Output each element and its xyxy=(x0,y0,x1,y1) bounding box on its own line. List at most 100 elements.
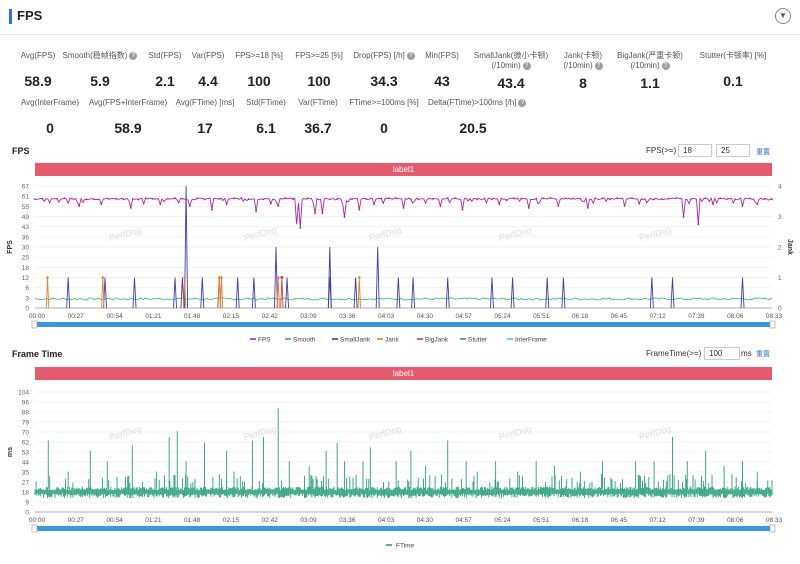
stat-item: BigJank(严重卡顿) (/10min)? 1.1 xyxy=(605,51,695,91)
stat-value: 43.4 xyxy=(497,75,525,91)
legend-label: FPS xyxy=(258,337,271,344)
small-jank-spike xyxy=(200,277,205,309)
y-tick-label: 62 xyxy=(22,440,30,447)
y-tick-label: 0 xyxy=(25,510,29,517)
small-jank-spike xyxy=(285,277,290,309)
fps-scrollbar-handle-left xyxy=(31,320,38,329)
stat-label-text: Stutter(卡顿率) [%] xyxy=(699,51,767,60)
jank-point xyxy=(46,276,49,279)
small-jank-spike xyxy=(396,277,401,309)
stat-value: 4.4 xyxy=(198,73,218,89)
stat-label: Drop(FPS) [/h]? xyxy=(339,51,429,61)
legend-label: BigJank xyxy=(425,337,449,344)
frametime-scrollbar-handle-right xyxy=(769,524,776,533)
help-icon[interactable]: ? xyxy=(522,61,531,70)
small-jank-spike xyxy=(132,277,137,309)
stat-value: 5.9 xyxy=(90,73,110,89)
frametime-section-title: Frame Time xyxy=(12,349,63,359)
small-jank-spike xyxy=(489,277,494,309)
stat-item: Avg(InterFrame) 0 xyxy=(5,98,95,136)
collapse-chevron-icon[interactable]: ▼ xyxy=(775,8,791,24)
fps-threshold-2-input[interactable]: 25 xyxy=(716,144,750,157)
stat-label: FPS>=18 [%] xyxy=(214,51,304,61)
help-icon[interactable]: ? xyxy=(661,61,670,70)
y-tick-label: 6 xyxy=(25,285,29,292)
stat-label-text: FPS>=25 [%] xyxy=(295,51,343,60)
legend-label: InterFrame xyxy=(515,337,547,344)
jank-point xyxy=(183,276,186,279)
x-tick-label: 00:27 xyxy=(68,517,85,524)
jank-point xyxy=(217,276,221,279)
frametime-reset-link[interactable]: 重置 xyxy=(756,351,770,358)
stat-label: BigJank(严重卡顿) (/10min)? xyxy=(605,51,695,71)
fps-scrollbar xyxy=(35,322,772,327)
fps-reset-link[interactable]: 重置 xyxy=(756,149,770,156)
stat-label-text: Min(FPS) xyxy=(425,51,459,60)
x-tick-label: 02:42 xyxy=(262,517,279,524)
stat-label: Var(FPS) xyxy=(163,51,253,61)
small-jank-spike xyxy=(375,246,380,309)
small-jank-spike xyxy=(251,277,256,309)
x-tick-label: 00:00 xyxy=(29,517,46,524)
stat-value: 2.1 xyxy=(155,73,175,89)
jank-point xyxy=(220,276,223,279)
stat-label-text: Jank(卡顿) xyxy=(563,51,603,60)
small-jank-spike xyxy=(510,277,515,309)
stat-value: 43 xyxy=(434,73,450,89)
y-tick-label: 9 xyxy=(25,500,29,507)
y2-tick-label: 4 xyxy=(778,184,782,191)
stat-label: Var(FTime) xyxy=(273,98,363,108)
x-tick-label: 08:06 xyxy=(727,313,744,320)
x-tick-label: 08:33 xyxy=(766,517,783,524)
fps-series-line xyxy=(34,196,773,228)
stat-label-text: Std(FTime) xyxy=(246,98,286,107)
legend-label: Smooth xyxy=(293,337,316,344)
x-tick-label: 07:39 xyxy=(688,313,705,320)
frametime-threshold-label: FrameTime(>=) xyxy=(646,349,702,358)
stat-label-text: Var(FPS) xyxy=(191,51,225,60)
watermark: PerfDog xyxy=(638,225,672,243)
frametime-threshold-input[interactable]: 100 xyxy=(704,347,740,360)
help-icon[interactable]: ? xyxy=(406,51,415,60)
help-icon[interactable]: ? xyxy=(518,98,527,107)
stat-item: Stutter(卡顿率) [%] 0.1 xyxy=(688,51,778,89)
x-tick-label: 01:21 xyxy=(145,313,162,320)
stat-label-text: Delta(FTime)>100ms [/h] xyxy=(428,98,517,107)
y-tick-label: 27 xyxy=(22,480,30,487)
x-tick-label: 00:54 xyxy=(106,313,123,320)
y-tick-label: 12 xyxy=(22,275,30,282)
stat-label: SmallJank(微小卡顿) (/10min)? xyxy=(466,51,556,71)
stat-label: Avg(FPS+InterFrame) xyxy=(83,98,173,108)
jank-spike xyxy=(101,277,105,309)
stat-value: 17 xyxy=(197,120,213,136)
watermark: PerfDog xyxy=(243,225,277,243)
y-tick-label: 36 xyxy=(22,234,30,241)
help-icon[interactable]: ? xyxy=(129,51,138,60)
fps-threshold-1-input[interactable]: 18 xyxy=(678,144,712,157)
stat-item: Std(FPS) 2.1 xyxy=(120,51,210,89)
y-tick-label: 53 xyxy=(22,450,30,457)
jank-point xyxy=(101,276,105,279)
stat-item: Drop(FPS) [/h]? 34.3 xyxy=(339,51,429,89)
x-tick-label: 05:24 xyxy=(494,517,511,524)
y-tick-label: 49 xyxy=(22,214,30,221)
x-tick-label: 03:09 xyxy=(300,517,317,524)
stat-value: 58.9 xyxy=(24,73,52,89)
stat-value: 36.7 xyxy=(304,120,332,136)
stat-item: Avg(FTime) [ms] 17 xyxy=(160,98,250,136)
stat-item: Smooth(稳帧指数)? 5.9 xyxy=(55,51,145,89)
smooth-series-line xyxy=(34,297,773,301)
small-jank-spike xyxy=(740,277,745,309)
stat-label-text: Avg(FPS) xyxy=(20,51,56,60)
small-jank-spike xyxy=(327,246,332,309)
help-icon[interactable]: ? xyxy=(594,61,603,70)
stat-label-subtext: (/10min) xyxy=(563,61,593,70)
small-jank-spike xyxy=(445,277,450,309)
x-tick-label: 02:15 xyxy=(223,313,240,320)
watermark: PerfDog xyxy=(108,225,142,243)
x-tick-label: 04:57 xyxy=(456,517,473,524)
watermark: PerfDog xyxy=(498,225,532,243)
stat-label-text: Drop(FPS) [/h] xyxy=(353,51,405,60)
jank-spike xyxy=(45,277,50,309)
x-tick-label: 08:33 xyxy=(766,313,783,320)
